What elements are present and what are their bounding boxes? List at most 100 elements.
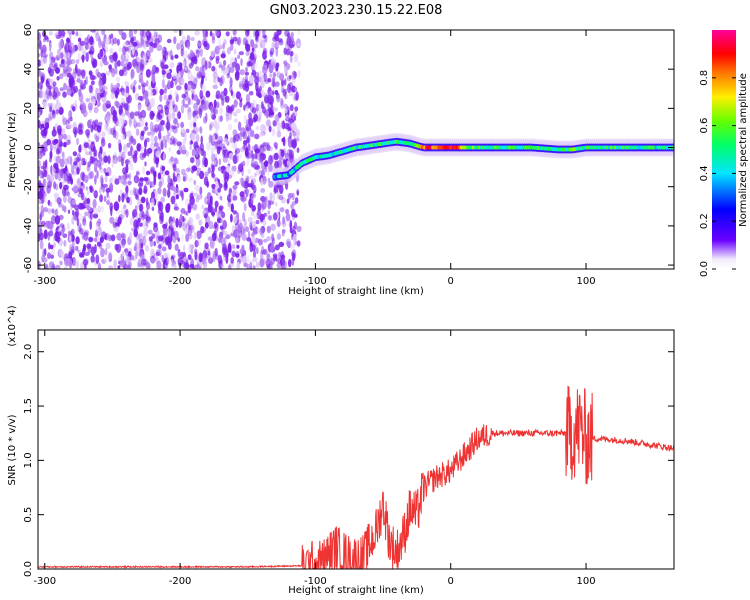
noise-speck	[294, 87, 298, 92]
noise-speck	[229, 43, 234, 51]
noise-speck	[195, 213, 200, 220]
noise-speck	[193, 122, 197, 128]
noise-speck	[41, 91, 46, 98]
noise-speck	[38, 226, 42, 234]
noise-speck	[234, 149, 238, 156]
noise-speck	[246, 135, 251, 144]
noise-speck	[176, 141, 182, 147]
noise-speck	[207, 250, 211, 256]
noise-speck	[161, 254, 164, 263]
noise-speck	[248, 91, 254, 96]
noise-speck	[38, 89, 42, 99]
noise-speck	[211, 32, 215, 41]
noise-speck	[114, 178, 120, 185]
noise-speck	[230, 89, 234, 96]
noise-speck	[133, 118, 137, 126]
noise-speck	[288, 258, 292, 268]
y-tick-label: 1.5	[23, 398, 34, 414]
noise-speck	[214, 206, 218, 213]
noise-speck	[173, 263, 177, 269]
noise-speck	[59, 260, 63, 266]
noise-speck	[132, 59, 139, 69]
noise-speck	[173, 157, 178, 165]
noise-speck	[38, 103, 41, 108]
figure-title: GN03.2023.230.15.22.E08	[270, 3, 443, 18]
noise-speck	[99, 194, 103, 203]
noise-speck	[265, 119, 271, 127]
noise-speck	[219, 76, 223, 87]
noise-speck	[43, 229, 48, 240]
noise-speck	[68, 250, 73, 259]
noise-speck	[243, 262, 249, 268]
noise-speck	[235, 91, 241, 100]
noise-speck	[136, 57, 141, 63]
noise-speck	[47, 252, 51, 260]
noise-speck	[163, 51, 169, 61]
noise-speck	[76, 78, 81, 83]
noise-speck	[62, 71, 68, 77]
colorbar-tick-label: 0.0	[699, 261, 710, 277]
noise-speck	[288, 75, 292, 80]
noise-speck	[195, 66, 200, 72]
y-tick-label: 0.5	[23, 507, 34, 523]
noise-speck	[183, 91, 189, 102]
noise-speck	[78, 160, 84, 166]
noise-speck	[190, 248, 193, 255]
noise-speck	[278, 241, 285, 247]
noise-speck	[210, 50, 215, 58]
noise-speck	[250, 129, 255, 138]
noise-speck	[104, 174, 108, 183]
noise-speck	[57, 228, 62, 233]
noise-speck	[125, 40, 130, 46]
noise-speck	[254, 148, 260, 154]
noise-speck	[130, 68, 135, 79]
noise-speck	[139, 117, 145, 127]
noise-speck	[139, 30, 145, 38]
noise-speck	[115, 76, 121, 82]
noise-speck	[229, 66, 235, 74]
noise-speck	[207, 205, 213, 213]
noise-speck	[276, 191, 281, 200]
noise-speck	[297, 30, 301, 36]
noise-speck	[232, 36, 238, 42]
noise-speck	[294, 56, 298, 61]
noise-speck	[125, 185, 129, 194]
noise-speck	[270, 77, 275, 88]
noise-speck	[78, 92, 84, 103]
noise-speck	[78, 186, 83, 195]
noise-speck	[123, 263, 128, 269]
noise-speck	[274, 90, 279, 95]
noise-speck	[60, 38, 64, 49]
noise-speck	[220, 53, 226, 59]
noise-speck	[122, 167, 127, 175]
noise-speck	[233, 142, 237, 150]
noise-speck	[232, 154, 238, 165]
noise-speck	[259, 36, 265, 44]
noise-speck	[43, 249, 47, 256]
noise-speck	[208, 257, 214, 264]
noise-speck	[103, 36, 106, 45]
noise-speck	[164, 50, 169, 56]
noise-speck	[222, 219, 228, 230]
noise-speck	[231, 250, 236, 258]
noise-speck	[44, 35, 49, 40]
noise-speck	[51, 129, 57, 137]
noise-speck	[214, 221, 218, 229]
noise-speck	[265, 34, 268, 43]
noise-speck	[127, 151, 132, 157]
noise-speck	[234, 100, 239, 106]
noise-speck	[110, 105, 116, 116]
noise-speck	[193, 94, 198, 102]
noise-speck	[270, 223, 277, 231]
noise-speck	[283, 103, 289, 109]
noise-speck	[116, 87, 120, 96]
noise-speck	[166, 121, 171, 131]
noise-speck	[193, 116, 197, 124]
noise-speck	[223, 59, 227, 66]
noise-speck	[133, 228, 138, 238]
noise-speck	[239, 191, 245, 198]
noise-speck	[51, 166, 55, 177]
noise-speck	[296, 190, 299, 196]
noise-speck	[52, 139, 58, 146]
noise-speck	[187, 204, 192, 214]
